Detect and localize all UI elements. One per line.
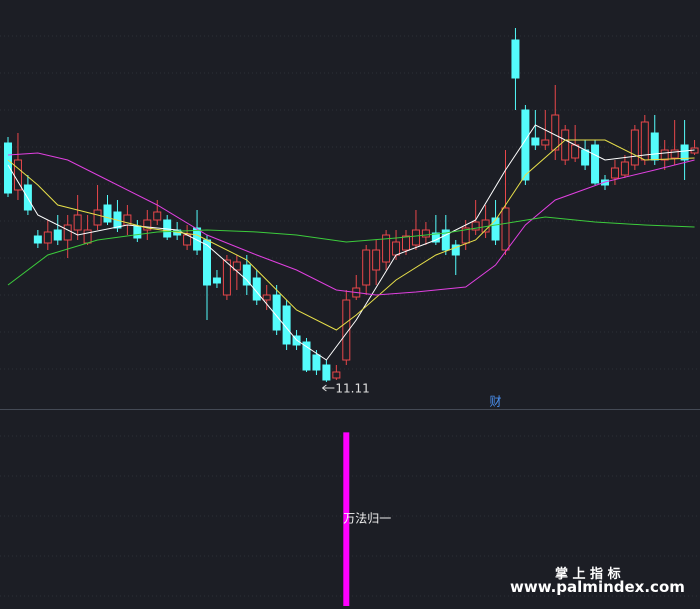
annotation-arrow: [322, 384, 335, 392]
candle-body: [322, 364, 331, 381]
candle-body: [4, 142, 12, 194]
candle-body: [262, 294, 271, 301]
candle-body: [561, 129, 570, 161]
moving-average-line: [7, 216, 695, 286]
candle-body: [73, 214, 82, 231]
candle-body: [342, 299, 351, 361]
candle-body: [232, 261, 241, 271]
candle-body: [421, 229, 430, 238]
candle-body: [471, 221, 480, 231]
candle-body: [650, 132, 659, 161]
candle-body: [680, 144, 689, 161]
candle-body: [610, 167, 619, 179]
candle-body: [392, 241, 401, 256]
candle-body: [93, 209, 102, 226]
candle-body: [143, 219, 152, 231]
watermark-url: www.palmindex.com: [510, 578, 685, 596]
candle-body: [581, 149, 590, 166]
candle-body: [531, 137, 540, 146]
candle-body: [63, 224, 72, 241]
candle-body: [193, 227, 202, 251]
candle-body: [461, 227, 470, 244]
candle-body: [670, 149, 679, 159]
candle-body: [541, 139, 550, 146]
candle-body: [302, 341, 311, 371]
candle-body: [620, 161, 629, 176]
candle-body: [451, 244, 460, 256]
candle-body: [43, 231, 52, 244]
watermark-title: 掌 上 指 标: [555, 567, 621, 582]
candle-body: [242, 264, 251, 286]
candle-body: [382, 234, 391, 263]
candle-body: [591, 144, 600, 184]
candle-body: [83, 229, 92, 244]
candle-body: [33, 235, 42, 244]
candle-body: [571, 144, 580, 159]
candle-body: [282, 305, 291, 345]
candle-body: [551, 114, 560, 151]
indicator-bar: [343, 432, 350, 606]
candle-body: [332, 371, 341, 379]
candle-body: [153, 211, 162, 221]
candle-body: [511, 39, 520, 79]
candle-body: [402, 235, 410, 251]
annotation-label: 11.11: [335, 382, 369, 396]
moving-average-line: [7, 152, 695, 296]
moving-average-line: [7, 139, 695, 331]
candle-body: [53, 229, 62, 241]
candle-body: [312, 354, 321, 371]
candle-body: [431, 232, 440, 243]
event-marker: 财: [490, 395, 502, 409]
candle-body: [222, 259, 231, 296]
candle-body: [630, 129, 639, 166]
candle-body: [501, 207, 510, 251]
candle-body: [491, 217, 500, 241]
candle-body: [372, 249, 381, 271]
indicator-label: 万法归一: [343, 512, 391, 526]
candle-body: [441, 229, 450, 251]
candle-body: [212, 277, 221, 284]
candle-body: [411, 229, 420, 246]
candle-body: [133, 225, 142, 239]
candle-body: [660, 149, 669, 161]
candle-body: [362, 249, 371, 286]
candle-body: [103, 204, 112, 223]
candle-body: [521, 109, 530, 181]
candle-body: [252, 277, 261, 301]
